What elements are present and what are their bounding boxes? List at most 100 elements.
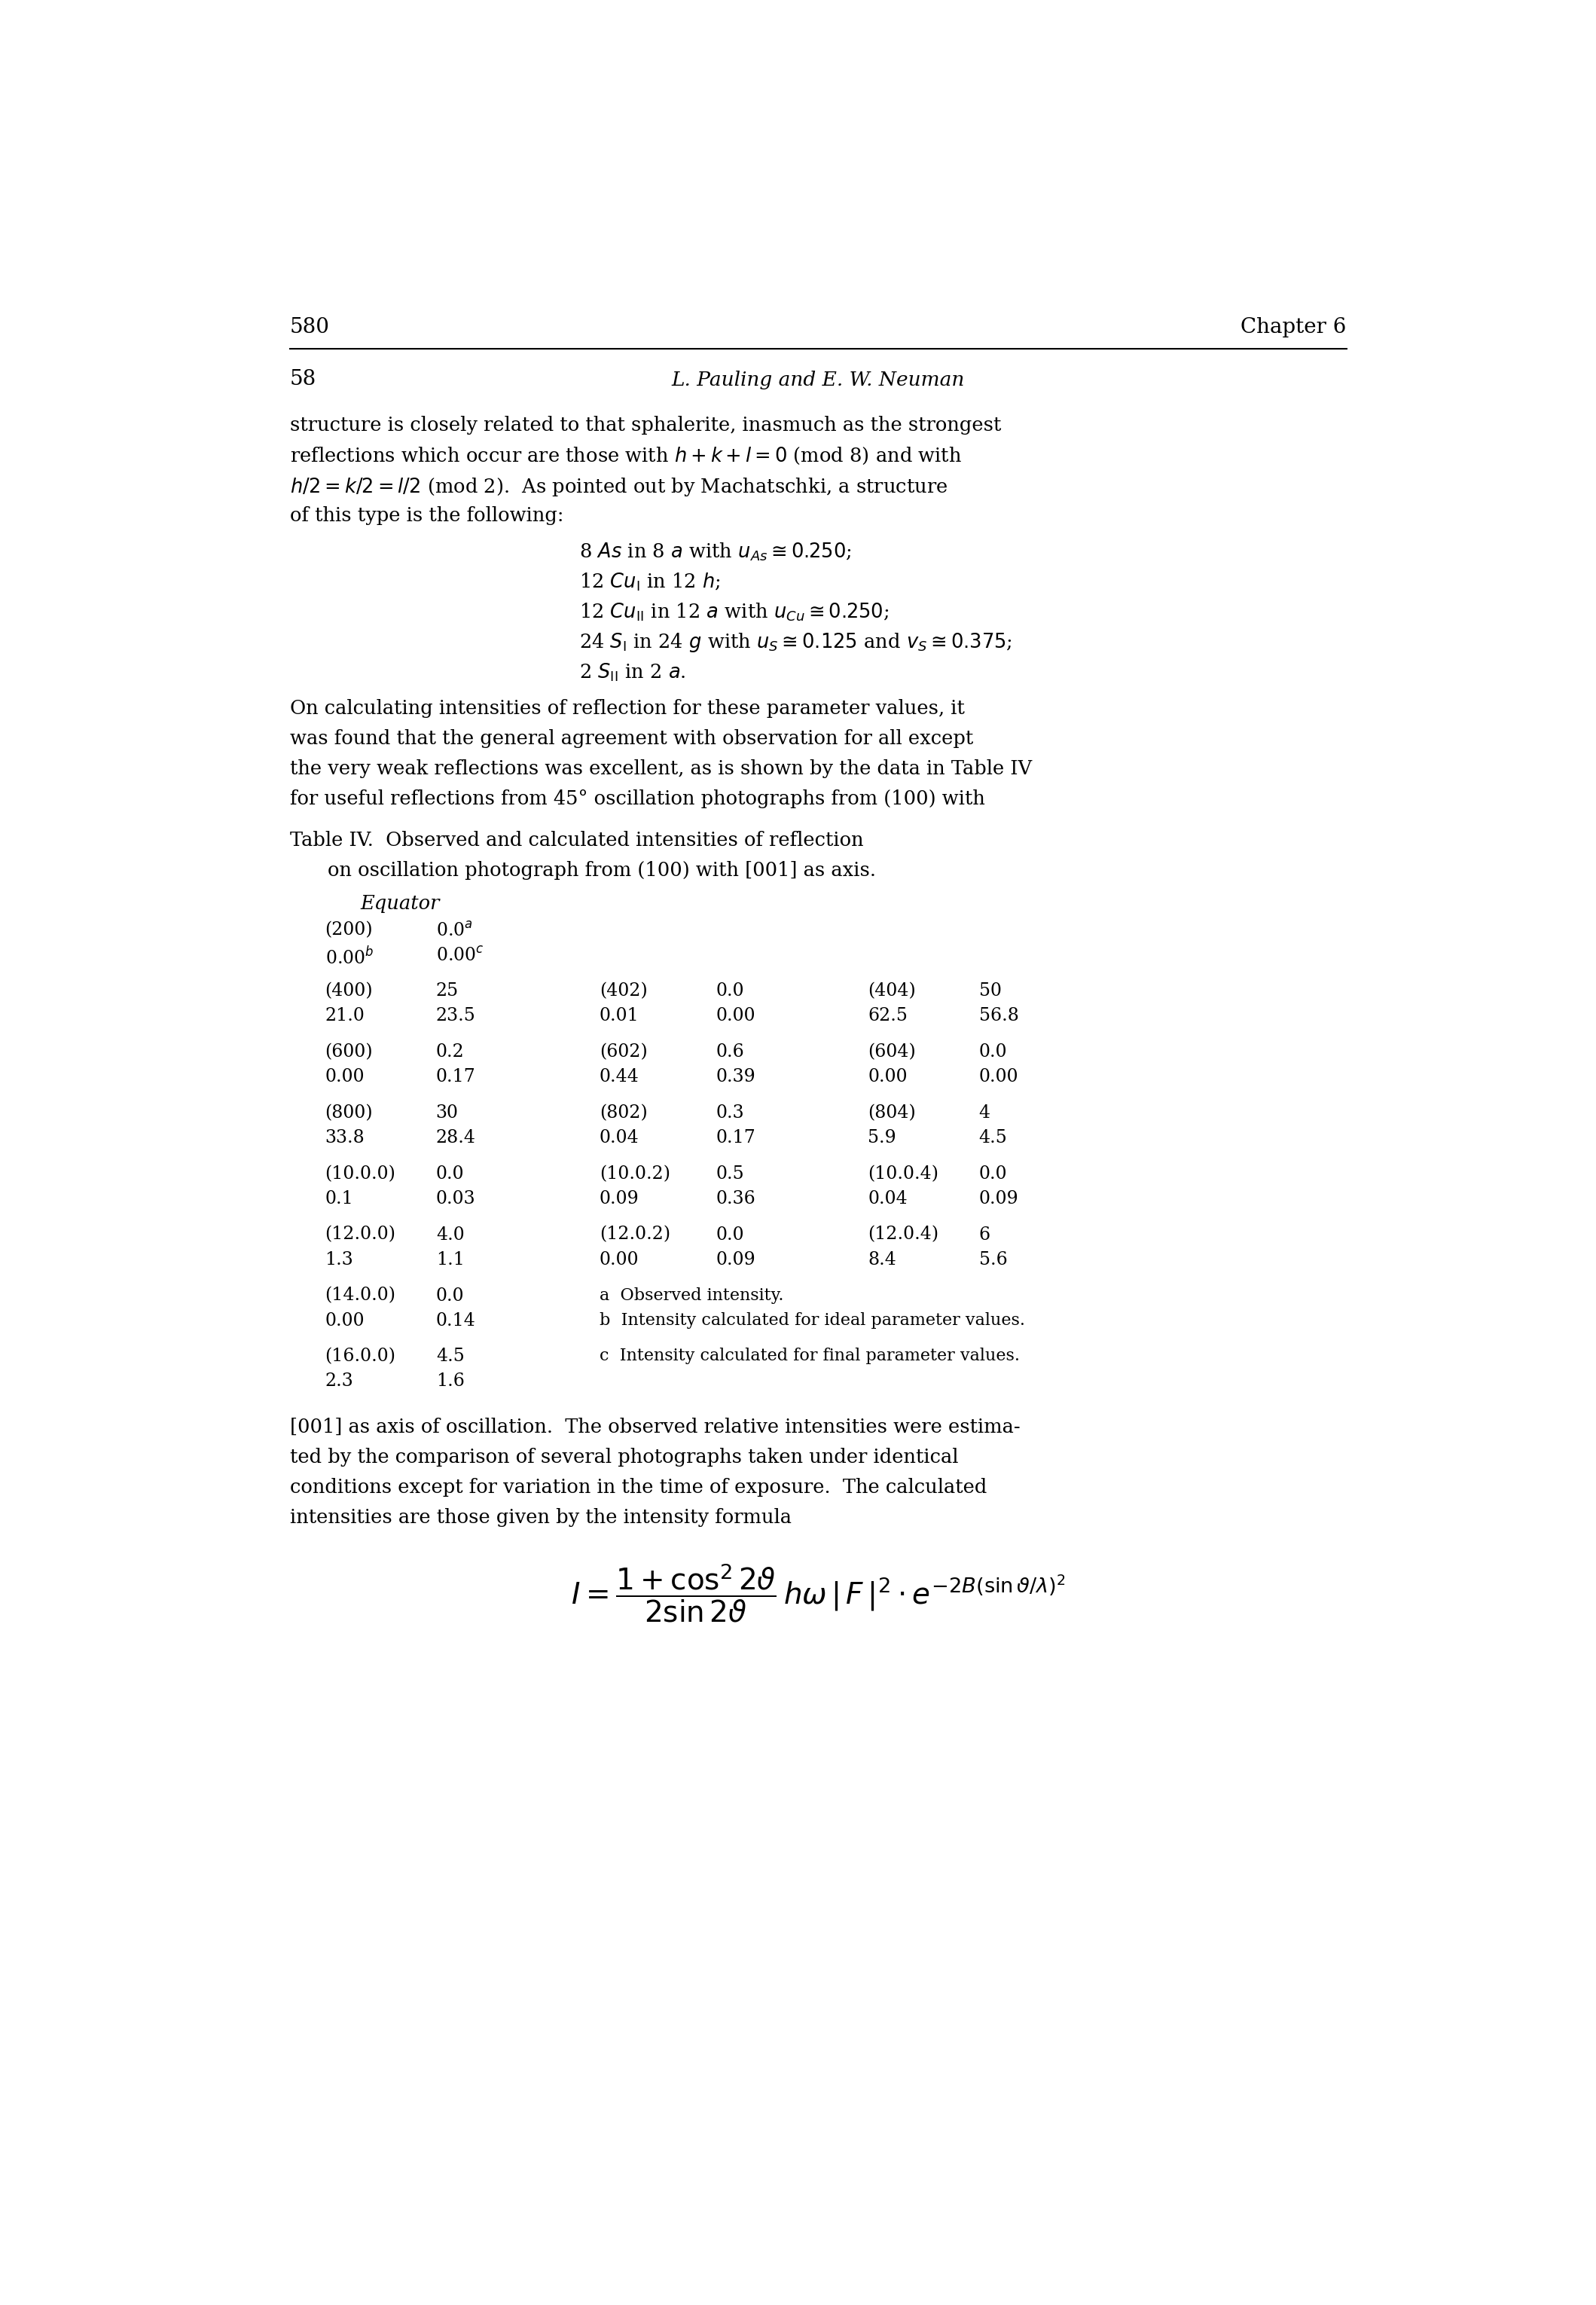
Text: (12.0.2): (12.0.2) (600, 1226, 670, 1242)
Text: Table IV.  Observed and calculated intensities of reflection: Table IV. Observed and calculated intens… (290, 832, 863, 851)
Text: 30: 30 (436, 1104, 458, 1123)
Text: 0.17: 0.17 (436, 1067, 476, 1086)
Text: 0.39: 0.39 (717, 1067, 757, 1086)
Text: 12 $\mathit{Cu}_{\mathrm{I}}$ in 12 $\mathit{h}$;: 12 $\mathit{Cu}_{\mathrm{I}}$ in 12 $\ma… (579, 572, 720, 592)
Text: 58: 58 (290, 369, 316, 390)
Text: (404): (404) (868, 982, 916, 1000)
Text: 0.04: 0.04 (600, 1129, 638, 1146)
Text: 0.09: 0.09 (600, 1189, 638, 1208)
Text: of this type is the following:: of this type is the following: (290, 507, 563, 526)
Text: 50: 50 (978, 982, 1001, 1000)
Text: (12.0.0): (12.0.0) (326, 1226, 396, 1242)
Text: 23.5: 23.5 (436, 1007, 476, 1026)
Text: 8.4: 8.4 (868, 1252, 897, 1268)
Text: 0.44: 0.44 (600, 1067, 638, 1086)
Text: 0.0: 0.0 (978, 1166, 1007, 1182)
Text: (12.0.4): (12.0.4) (868, 1226, 938, 1242)
Text: 0.0$^a$: 0.0$^a$ (436, 922, 472, 940)
Text: 0.04: 0.04 (868, 1189, 908, 1208)
Text: structure is closely related to that sphalerite, inasmuch as the strongest: structure is closely related to that sph… (290, 415, 1001, 436)
Text: 6: 6 (978, 1226, 990, 1242)
Text: (804): (804) (868, 1104, 916, 1123)
Text: 0.6: 0.6 (717, 1044, 744, 1060)
Text: 4: 4 (978, 1104, 990, 1123)
Text: Chapter 6: Chapter 6 (1240, 318, 1347, 337)
Text: On calculating intensities of reflection for these parameter values, it: On calculating intensities of reflection… (290, 698, 964, 717)
Text: 0.00: 0.00 (326, 1067, 364, 1086)
Text: 4.5: 4.5 (436, 1348, 464, 1365)
Text: was found that the general agreement with observation for all except: was found that the general agreement wit… (290, 728, 974, 747)
Text: 2 $\mathit{S}_{\mathrm{II}}$ in 2 $\mathit{a}$.: 2 $\mathit{S}_{\mathrm{II}}$ in 2 $\math… (579, 662, 686, 682)
Text: 0.00: 0.00 (717, 1007, 757, 1026)
Text: reflections which occur are those with $h + k + l = 0$ (mod 8) and with: reflections which occur are those with $… (290, 445, 962, 466)
Text: 8 $\mathit{As}$ in 8 $\mathit{a}$ with $u_{As} \cong 0.250$;: 8 $\mathit{As}$ in 8 $\mathit{a}$ with $… (579, 542, 851, 562)
Text: 0.14: 0.14 (436, 1312, 476, 1330)
Text: 0.1: 0.1 (326, 1189, 353, 1208)
Text: $h/2 = k/2 = l/2$ (mod 2).  As pointed out by Machatschki, a structure: $h/2 = k/2 = l/2$ (mod 2). As pointed ou… (290, 477, 948, 498)
Text: 0.36: 0.36 (717, 1189, 757, 1208)
Text: (10.0.0): (10.0.0) (326, 1166, 396, 1182)
Text: 0.2: 0.2 (436, 1044, 464, 1060)
Text: 25: 25 (436, 982, 458, 1000)
Text: 0.0: 0.0 (717, 1226, 744, 1242)
Text: 24 $\mathit{S}_{\mathrm{I}}$ in 24 $\mathit{g}$ with $u_S \cong 0.125$ and $v_S : 24 $\mathit{S}_{\mathrm{I}}$ in 24 $\mat… (579, 632, 1012, 655)
Text: 0.09: 0.09 (717, 1252, 757, 1268)
Text: 4.5: 4.5 (978, 1129, 1007, 1146)
Text: 580: 580 (290, 318, 330, 337)
Text: 0.00: 0.00 (978, 1067, 1018, 1086)
Text: 0.5: 0.5 (717, 1166, 744, 1182)
Text: 62.5: 62.5 (868, 1007, 908, 1026)
Text: (400): (400) (326, 982, 373, 1000)
Text: (10.0.2): (10.0.2) (600, 1166, 670, 1182)
Text: 5.6: 5.6 (978, 1252, 1007, 1268)
Text: 1.6: 1.6 (436, 1374, 464, 1390)
Text: 33.8: 33.8 (326, 1129, 365, 1146)
Text: 0.03: 0.03 (436, 1189, 476, 1208)
Text: L. Pauling and E. W. Neuman: L. Pauling and E. W. Neuman (672, 371, 966, 390)
Text: a  Observed intensity.: a Observed intensity. (600, 1286, 784, 1305)
Text: (200): (200) (326, 922, 373, 938)
Text: 0.3: 0.3 (717, 1104, 744, 1123)
Text: for useful reflections from 45° oscillation photographs from (100) with: for useful reflections from 45° oscillat… (290, 788, 985, 809)
Text: 2.3: 2.3 (326, 1374, 353, 1390)
Text: b  Intensity calculated for ideal parameter values.: b Intensity calculated for ideal paramet… (600, 1312, 1025, 1328)
Text: 12 $\mathit{Cu}_{\mathrm{II}}$ in 12 $\mathit{a}$ with $u_{Cu} \cong 0.250$;: 12 $\mathit{Cu}_{\mathrm{II}}$ in 12 $\m… (579, 602, 889, 622)
Text: (600): (600) (326, 1044, 373, 1060)
Text: (16.0.0): (16.0.0) (326, 1348, 396, 1365)
Text: Equator: Equator (361, 894, 439, 913)
Text: 0.00: 0.00 (600, 1252, 638, 1268)
Text: the very weak reflections was excellent, as is shown by the data in Table IV: the very weak reflections was excellent,… (290, 758, 1033, 779)
Text: c  Intensity calculated for final parameter values.: c Intensity calculated for final paramet… (600, 1348, 1020, 1365)
Text: 56.8: 56.8 (978, 1007, 1018, 1026)
Text: 4.0: 4.0 (436, 1226, 464, 1242)
Text: 5.9: 5.9 (868, 1129, 897, 1146)
Text: [001] as axis of oscillation.  The observed relative intensities were estima-: [001] as axis of oscillation. The observ… (290, 1418, 1020, 1436)
Text: 0.17: 0.17 (717, 1129, 757, 1146)
Text: intensities are those given by the intensity formula: intensities are those given by the inten… (290, 1507, 792, 1526)
Text: 0.09: 0.09 (978, 1189, 1018, 1208)
Text: $I = \dfrac{1 + \cos^2 2\vartheta}{2\sin 2\vartheta}\, h\omega\,|\,F\,|^2 \cdot : $I = \dfrac{1 + \cos^2 2\vartheta}{2\sin… (571, 1560, 1066, 1623)
Text: (602): (602) (600, 1044, 648, 1060)
Text: 0.00: 0.00 (868, 1067, 908, 1086)
Text: (604): (604) (868, 1044, 916, 1060)
Text: 1.1: 1.1 (436, 1252, 464, 1268)
Text: 21.0: 21.0 (326, 1007, 365, 1026)
Text: 28.4: 28.4 (436, 1129, 476, 1146)
Text: (800): (800) (326, 1104, 373, 1123)
Text: 0.00$^c$: 0.00$^c$ (436, 947, 484, 963)
Text: 0.00$^b$: 0.00$^b$ (326, 947, 373, 968)
Text: 0.0: 0.0 (436, 1286, 464, 1305)
Text: 0.0: 0.0 (717, 982, 744, 1000)
Text: ted by the comparison of several photographs taken under identical: ted by the comparison of several photogr… (290, 1448, 959, 1466)
Text: 0.01: 0.01 (600, 1007, 638, 1026)
Text: (14.0.0): (14.0.0) (326, 1286, 396, 1305)
Text: (10.0.4): (10.0.4) (868, 1166, 938, 1182)
Text: (802): (802) (600, 1104, 648, 1123)
Text: on oscillation photograph from (100) with [001] as axis.: on oscillation photograph from (100) wit… (327, 862, 876, 881)
Text: (402): (402) (600, 982, 648, 1000)
Text: conditions except for variation in the time of exposure.  The calculated: conditions except for variation in the t… (290, 1478, 986, 1496)
Text: 0.0: 0.0 (978, 1044, 1007, 1060)
Text: 0.00: 0.00 (326, 1312, 364, 1330)
Text: 1.3: 1.3 (326, 1252, 353, 1268)
Text: 0.0: 0.0 (436, 1166, 464, 1182)
